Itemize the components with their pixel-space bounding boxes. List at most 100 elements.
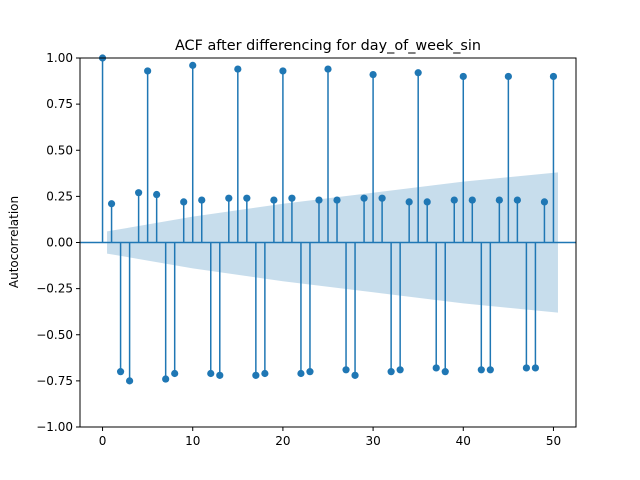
stem-marker: [414, 69, 422, 77]
y-tick-label: 0.25: [46, 189, 73, 203]
stem-marker: [243, 194, 251, 202]
acf-stem-lag-35: [414, 69, 422, 243]
x-tick-label: 0: [99, 434, 107, 448]
stem-marker: [378, 194, 386, 202]
stem-marker: [297, 369, 305, 378]
stem-marker: [207, 369, 215, 378]
acf-stem-lag-34: [405, 198, 413, 243]
stem-marker: [225, 194, 233, 202]
y-tick-label: 1.00: [46, 51, 73, 65]
x-tick-label: 20: [275, 434, 290, 448]
stem-marker: [432, 364, 440, 372]
stem-marker: [107, 200, 116, 208]
stem-marker: [288, 194, 296, 202]
y-axis-label: Autocorrelation: [7, 196, 21, 288]
acf-stem-lag-28: [351, 242, 359, 379]
stem-marker: [135, 189, 143, 197]
stem-marker: [270, 196, 278, 204]
stem-marker: [306, 368, 314, 376]
acf-stem-lag-20: [279, 67, 287, 243]
acf-stem-lag-2: [116, 242, 125, 376]
acf-stem-lag-16: [243, 194, 251, 243]
acf-stem-lag-26: [333, 196, 341, 243]
acf-stem-lag-40: [459, 72, 467, 243]
stem-marker: [153, 190, 161, 199]
acf-stem-lag-36: [423, 198, 431, 243]
acf-stem-lag-13: [216, 242, 224, 379]
stem-marker: [396, 366, 404, 374]
stem-marker: [387, 368, 395, 376]
y-tick-label: 0.75: [46, 97, 73, 111]
stem-marker: [369, 71, 377, 79]
acf-stem-lag-23: [306, 242, 314, 376]
acf-stem-lag-4: [135, 189, 143, 243]
acf-stem-lag-48: [531, 242, 540, 372]
stem-marker: [315, 196, 323, 204]
y-tick-label: −1.00: [36, 420, 73, 434]
acf-stem-lag-1: [107, 200, 116, 243]
stem-marker: [126, 377, 134, 385]
x-ticks-layer: 0 10 20 30 40 50: [99, 427, 561, 448]
stem-marker: [342, 366, 350, 374]
acf-stem-lag-46: [513, 196, 521, 243]
x-tick-label: 50: [546, 434, 561, 448]
stem-marker: [450, 196, 458, 204]
stem-marker: [116, 368, 125, 376]
y-tick-label: 0.50: [46, 143, 73, 157]
stem-marker: [504, 72, 512, 81]
acf-stem-lag-49: [540, 198, 549, 243]
stem-marker: [162, 375, 170, 383]
acf-stem-lag-41: [468, 196, 476, 243]
stem-marker: [405, 198, 413, 206]
stem-marker: [171, 369, 179, 378]
stem-marker: [252, 371, 260, 379]
stem-marker: [423, 198, 431, 206]
stem-marker: [189, 61, 197, 69]
stem-marker: [531, 364, 540, 372]
stem-marker: [144, 67, 152, 75]
stem-marker: [279, 67, 287, 75]
stem-marker: [180, 198, 188, 206]
acf-stem-lag-45: [504, 72, 512, 243]
acf-stem-lag-37: [432, 242, 440, 372]
acf-stem-lag-27: [342, 242, 350, 374]
y-tick-label: −0.75: [36, 374, 73, 388]
acf-stem-lag-19: [270, 196, 278, 243]
stem-marker: [549, 72, 558, 81]
y-tick-label: −0.50: [36, 328, 73, 342]
acf-stem-lag-32: [387, 242, 395, 376]
acf-stem-lag-31: [378, 194, 386, 243]
acf-stem-lag-7: [162, 242, 170, 383]
acf-stem-lag-47: [522, 242, 531, 372]
stem-marker: [351, 371, 359, 379]
acf-stem-lag-33: [396, 242, 404, 374]
acf-stem-lag-21: [288, 194, 296, 243]
y-tick-label: −0.25: [36, 282, 73, 296]
stem-marker: [495, 196, 503, 204]
acf-stem-lag-17: [252, 242, 260, 379]
acf-stem-lag-18: [261, 242, 269, 378]
acf-stem-lag-12: [207, 242, 215, 378]
stem-marker: [333, 196, 341, 204]
stems-layer: [98, 54, 558, 385]
acf-stem-lag-29: [360, 194, 368, 243]
acf-stem-lag-9: [180, 198, 188, 243]
acf-stem-lag-39: [450, 196, 458, 243]
chart-title: ACF after differencing for day_of_week_s…: [175, 38, 481, 54]
y-ticks-layer: −1.00 −0.75 −0.50 −0.25 0.00 0.25 0.50 0.75 1.00: [36, 51, 80, 434]
acf-stem-lag-5: [144, 67, 152, 243]
acf-stem-lag-8: [171, 242, 179, 378]
acf-stem-lag-50: [549, 72, 558, 243]
stem-marker: [216, 371, 224, 379]
stem-marker: [360, 194, 368, 202]
acf-stem-lag-42: [477, 242, 485, 374]
acf-stem-lag-11: [198, 196, 206, 243]
acf-stem-lag-44: [495, 196, 503, 243]
stem-marker: [234, 65, 242, 73]
stem-marker: [261, 369, 269, 378]
stem-marker: [198, 196, 206, 204]
stem-marker: [486, 366, 494, 374]
x-tick-label: 30: [365, 434, 380, 448]
